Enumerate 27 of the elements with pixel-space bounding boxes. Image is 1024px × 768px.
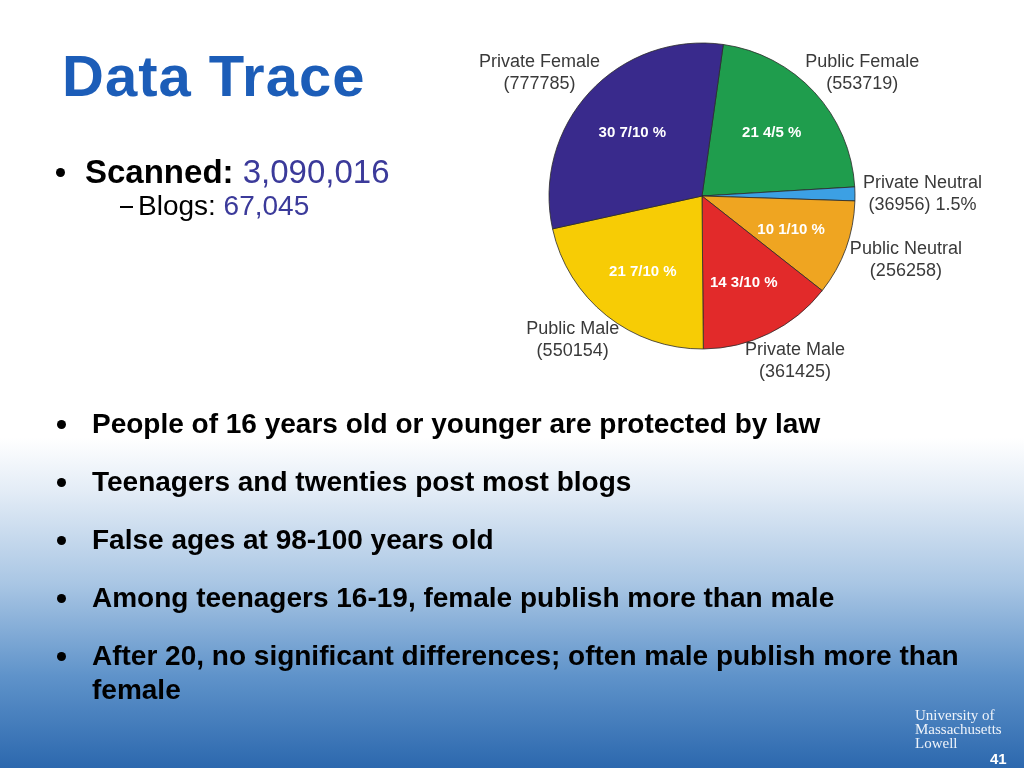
text: 21 4/5 % bbox=[742, 123, 802, 141]
text: University of Massachusetts Lowell bbox=[915, 707, 1003, 751]
slice-label: Private Female bbox=[478, 50, 600, 71]
text: False ages at 98-100 years old bbox=[92, 524, 494, 555]
data-label: (777785) bbox=[503, 72, 576, 93]
slice-label: Private Neutral bbox=[862, 172, 983, 193]
data-label: (361425) bbox=[758, 361, 831, 382]
text: 10 1/10 % bbox=[757, 219, 825, 237]
slice-label: Private Male bbox=[744, 339, 845, 360]
slice-label: Public Female bbox=[805, 50, 920, 71]
text: Blogs: 67,045 bbox=[138, 190, 310, 221]
text: 14 3/10 % bbox=[710, 272, 778, 290]
data-label: (553719) bbox=[826, 72, 899, 93]
data-label: (550154) bbox=[536, 340, 609, 361]
chart-title: Data Trace bbox=[62, 43, 366, 108]
text: (36956) 1.5% bbox=[868, 194, 977, 215]
slice-label: Public Neutral bbox=[849, 237, 962, 258]
text: People of 16 years old or younger are protected by law bbox=[92, 408, 821, 439]
text: 41 bbox=[990, 750, 1007, 767]
text: After 20, no significant differences; often male publish more than female bbox=[92, 640, 959, 705]
slice-label: Public Male bbox=[526, 318, 620, 339]
data-label: (256258) bbox=[869, 259, 942, 280]
text: Scanned: 3,090,016 bbox=[85, 153, 390, 190]
text: 21 7/10 % bbox=[609, 261, 677, 279]
text: Teenagers and twenties post most blogs bbox=[92, 466, 632, 497]
text: Among teenagers 16-19, female publish more than male bbox=[92, 582, 835, 613]
text: 30 7/10 % bbox=[598, 123, 667, 141]
